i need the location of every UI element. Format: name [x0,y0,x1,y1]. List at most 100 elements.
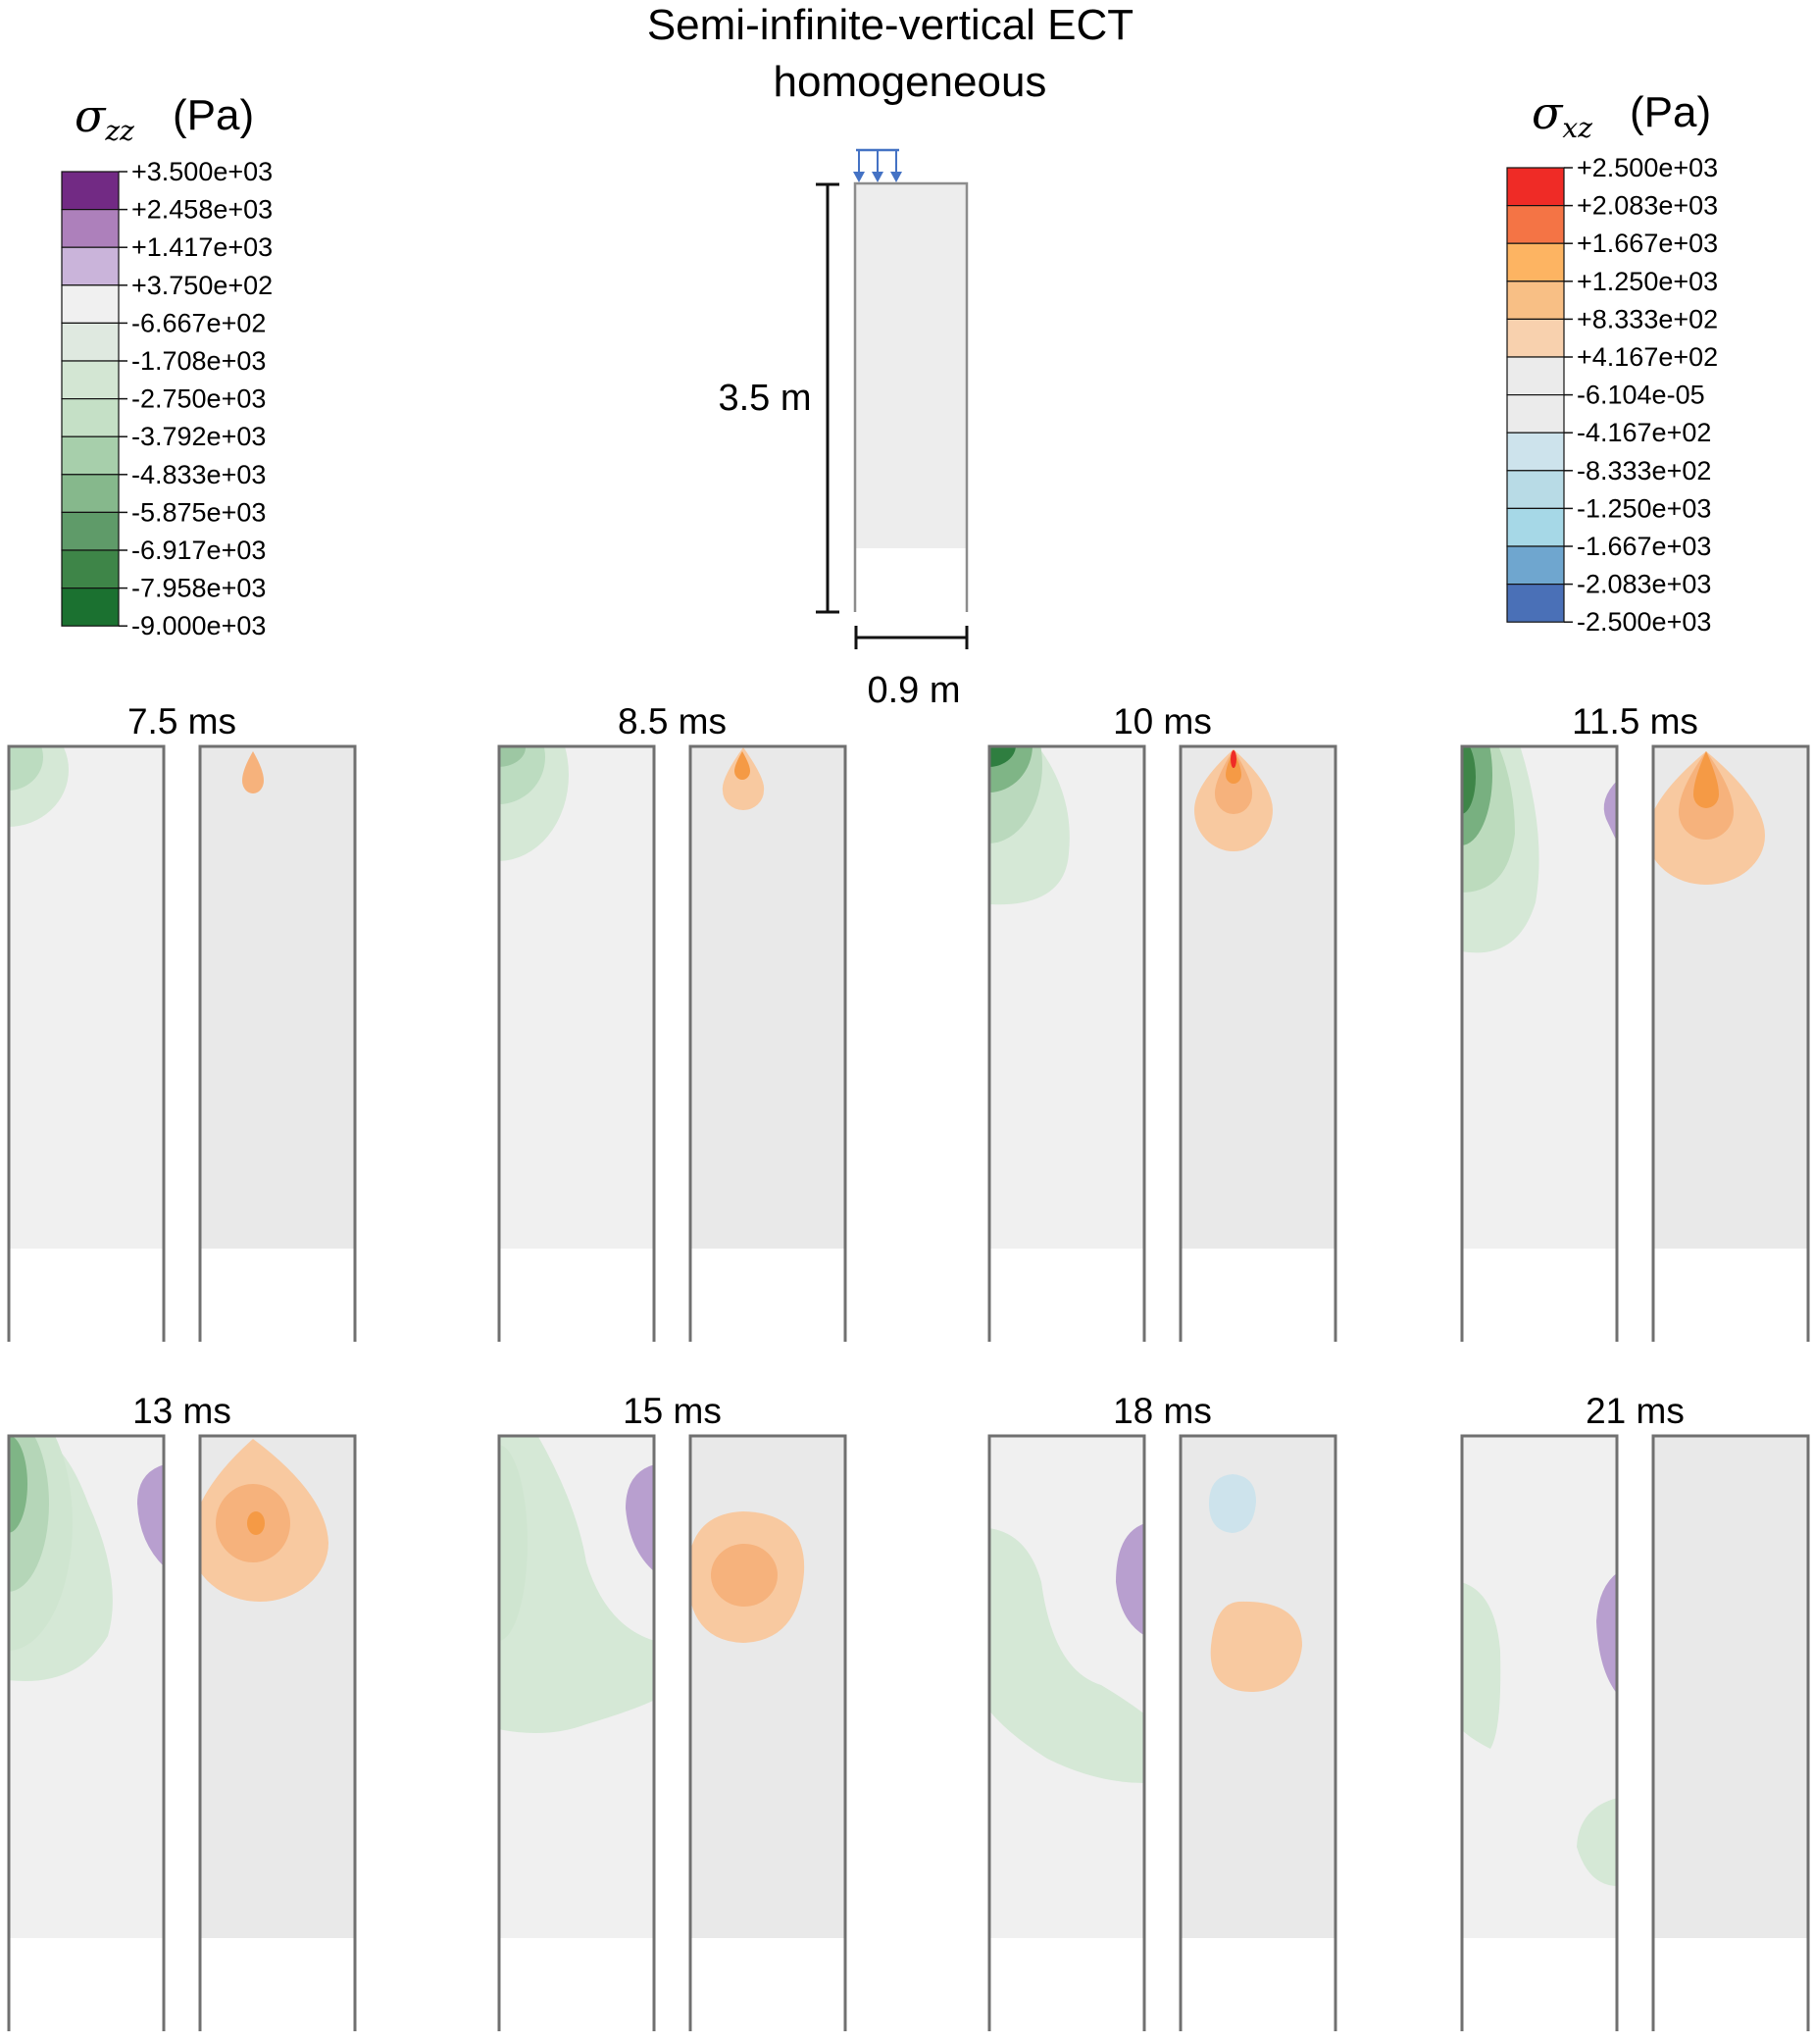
sigma-xz-lower-region [1652,1249,1809,1344]
snapshot: 10 ms [987,701,1337,1344]
sigma-zz-lower-region [498,1938,655,2033]
sigma-zz-contours [498,1435,655,1733]
snapshot: 7.5 ms [7,701,357,1344]
sigma-xz-contour-region [1693,751,1719,808]
colorbar_xz-swatch [1506,356,1565,396]
sigma-zz-contour-region [498,1435,655,1733]
snapshot-time-label: 21 ms [1586,1391,1685,1431]
sigma-zz-contour-region [8,745,43,791]
sigma-xz-panel [1651,744,1810,1344]
sigma-xz-lower-region [199,1938,356,2033]
sigma-xz-panel [688,1434,847,2033]
sigma-zz-frame [1460,1434,1619,2031]
sigma-xz-contours [722,747,765,810]
snapshot-time-label: 15 ms [623,1391,722,1431]
sigma-xz-contour-region [1210,1601,1302,1692]
snapshot: 21 ms [1460,1391,1810,2033]
sigma-zz-lower-region [988,1249,1145,1344]
colorbar_zz-tick-label: -5.875e+03 [131,497,266,527]
colorbar-zz: +3.500e+03 +2.458e+03 +1.417e+03 +3.750e+02… [61,157,273,640]
snapshot-time-label: 13 ms [132,1391,231,1431]
sigma-xz-contour-region [734,751,750,780]
sigma-zz-lower-region [498,1249,655,1344]
colorbar_zz-tick-label: -4.833e+03 [131,460,266,489]
sigma-xz-lower-region [689,1249,846,1344]
colorbar_zz-tick-label: -1.708e+03 [131,346,266,376]
colorbar_zz-swatch [61,511,120,551]
colorbar_zz-tick-label: -6.667e+02 [131,308,266,337]
colorbar_xz-tick-label: -1.667e+03 [1577,532,1711,561]
colorbar_xz-swatch [1506,507,1565,547]
figure-title-line2: homogeneous [774,58,1047,106]
colorbar_zz-swatch [61,209,120,248]
sigma-xz-field [199,745,356,1249]
colorbar_xz-tick-label: -6.104e-05 [1577,381,1705,410]
snapshot-time-label: 7.5 ms [127,701,236,741]
sigma-zz-contour-region [1116,1523,1145,1636]
sigma-zz-frame [497,744,656,1342]
sigma-xz-frame [688,1434,847,2031]
sigma-zz-field [8,745,165,1249]
sigma-zz-contours [988,745,1070,905]
sigma-zz-contour-region [1461,745,1476,814]
sigma-zz-frame [7,1434,166,2031]
sigma-xz-contour-region [1231,750,1236,768]
sigma-zz-contour-region [626,1464,655,1572]
colorbar_xz-swatch [1506,394,1565,434]
sigma-zz-panel [7,1434,166,2033]
colorbar_xz-tick-label: +8.333e+02 [1577,304,1718,333]
schematic-column-frame [853,181,969,612]
sigma-xz-contours [242,751,264,793]
colorbar_xz-swatch [1506,470,1565,509]
sigma-xz-panel [1179,744,1337,1344]
snapshot: 15 ms [497,1391,847,2033]
colorbar_zz-swatch [61,322,120,362]
snapshot-time-label: 8.5 ms [618,701,727,741]
schematic-column-fill [855,183,967,548]
colorbar_zz-swatch [61,549,120,589]
snapshot-time-label: 18 ms [1113,1391,1212,1431]
sigma-xz-panel [198,1434,357,2033]
figure-title-line1: Semi-infinite-vertical ECT [647,1,1134,49]
snapshot-time-label: 10 ms [1113,701,1212,741]
sigma-xz-contours [689,1511,805,1643]
colorbar_xz-tick-label: -2.083e+03 [1577,570,1711,599]
snapshot-grid: 7.5 ms 8.5 ms 10 ms 11.5 ms 13 ms 15 ms 18 ms 2… [7,701,1810,2033]
colorbar_xz-swatch [1506,545,1565,586]
snapshot: 18 ms [987,1391,1337,2033]
sigma-zz-lower-region [988,1938,1145,2033]
colorbar-zz-symbol: σzz [75,89,134,147]
colorbar_zz-swatch [61,360,120,400]
colorbar_xz-tick-label: -2.500e+03 [1577,607,1711,637]
colorbar_zz-swatch [61,284,120,324]
colorbar_zz-tick-label: +1.417e+03 [131,232,273,262]
colorbar_xz-swatch [1506,242,1565,282]
sigma-zz-panel [7,744,166,1344]
sigma-zz-lower-region [1461,1249,1618,1344]
sigma-zz-contour-region [498,1445,528,1641]
colorbar_zz-tick-label: +3.750e+02 [131,271,273,300]
sigma-zz-contour-region [988,745,1016,767]
sigma-zz-panel [497,744,656,1344]
sigma-zz-contours [1461,1572,1618,1886]
sigma-xz-lower-region [1180,1938,1336,2033]
sigma-zz-panel [987,744,1146,1344]
colorbar_zz-tick-label: -3.792e+03 [131,422,266,451]
colorbar_xz-swatch [1506,583,1565,623]
sigma-zz-lower-region [8,1249,165,1344]
sigma-zz-contours [1461,745,1618,953]
sigma-zz-lower-region [1461,1938,1618,2033]
colorbar-xz: +2.500e+03 +2.083e+03 +1.667e+03 +1.250e+03… [1506,153,1718,637]
sigma-zz-panel [1460,1434,1619,2033]
sigma-zz-panel [1460,744,1619,1344]
colorbar_zz-swatch [61,587,120,627]
colorbar-zz-unit: (Pa) [173,91,254,139]
colorbar_zz-swatch [61,474,120,513]
sigma-xz-contours [199,1439,328,1602]
sigma-xz-frame [688,744,847,1342]
sigma-xz-contours [1652,751,1765,885]
snapshot-time-label: 11.5 ms [1572,701,1698,741]
sigma-xz-lower-region [1652,1938,1809,2033]
colorbar_zz-swatch [61,171,120,211]
colorbar-xz-heading: σxz (Pa) [1532,86,1711,144]
